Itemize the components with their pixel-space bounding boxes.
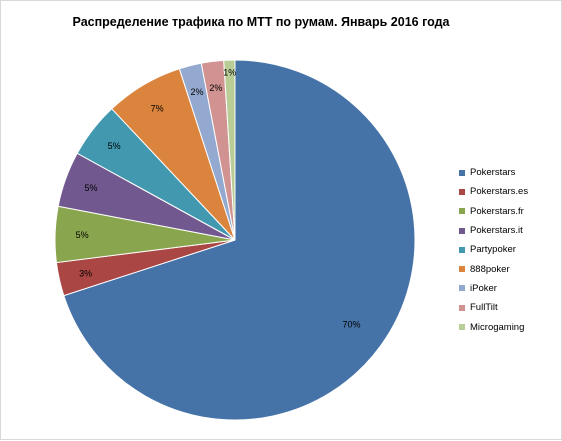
legend-item: 888poker [459,259,528,278]
pie-slice-microgaming [223,59,236,241]
legend-label: Pokerstars.fr [470,205,524,217]
legend-swatch [459,304,465,311]
legend-label: Pokerstars.it [470,225,523,237]
slice-label-pokerstars-fr: 5% [76,230,89,240]
legend-swatch [459,246,465,253]
legend-swatch [459,169,465,176]
legend-item: Partypoker [459,240,528,259]
chart-title: Распределение трафика по МТТ по румам. Я… [72,15,450,29]
legend-item: Pokerstars.it [459,221,528,240]
legend-item: Pokerstars.es [459,182,528,201]
slice-label-888poker: 7% [151,103,164,113]
legend: Pokerstars Pokerstars.es Pokerstars.fr Poke… [459,163,528,337]
legend-label: Microgaming [470,321,525,333]
legend-label: iPoker [470,282,497,294]
legend-item: Pokerstars [459,163,528,182]
legend-swatch [459,324,465,331]
legend-label: Pokerstars [470,167,516,179]
slice-label-pokerstars-es: 3% [79,268,92,278]
slice-label-ipoker: 2% [190,87,203,97]
legend-swatch [459,208,465,215]
pie-slice-pokerstars [63,59,416,421]
slice-label-pokerstars-it: 5% [85,183,98,193]
slice-label-fulltilt: 2% [209,83,222,93]
slice-label-microgaming: 1% [223,68,236,78]
legend-item: Microgaming [459,317,528,336]
slice-label-partypoker: 5% [108,141,121,151]
legend-swatch [459,285,465,292]
slice-label-pokerstars: 70% [342,320,360,330]
legend-swatch [459,227,465,234]
legend-swatch [459,266,465,273]
legend-item: iPoker [459,279,528,298]
legend-item: Pokerstars.fr [459,202,528,221]
legend-label: 888poker [470,263,510,275]
legend-label: Partypoker [470,244,516,256]
legend-label: Pokerstars.es [470,186,529,198]
legend-item: FullTilt [459,298,528,317]
legend-label: FullTilt [470,302,498,314]
legend-swatch [459,188,465,195]
